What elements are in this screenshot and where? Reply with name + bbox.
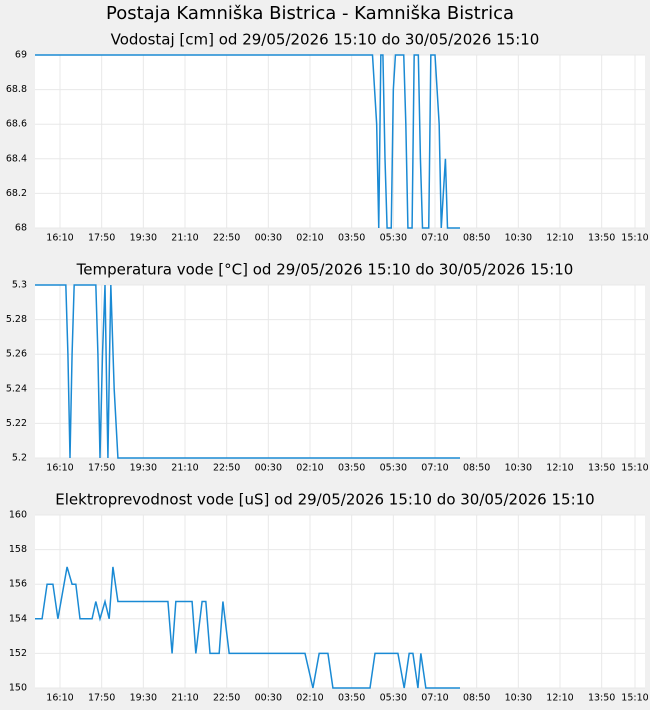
x-tick-label: 02:10 — [296, 693, 323, 704]
x-tick-label: 10:30 — [505, 233, 532, 244]
x-tick-label: 16:10 — [46, 693, 73, 704]
x-tick-label: 16:10 — [46, 233, 73, 244]
plot-area — [35, 285, 645, 458]
x-tick-label: 15:10 — [621, 693, 648, 704]
plot-area — [35, 55, 645, 228]
x-tick-label: 10:30 — [505, 463, 532, 474]
x-tick-label: 03:50 — [338, 463, 365, 474]
data-line — [35, 284, 460, 459]
x-tick-label: 17:50 — [88, 233, 115, 244]
x-tick-label: 19:30 — [130, 693, 157, 704]
x-tick-label: 05:30 — [380, 233, 407, 244]
x-tick-label: 12:10 — [546, 463, 573, 474]
x-tick-label: 07:10 — [421, 693, 448, 704]
x-tick-label: 15:10 — [621, 233, 648, 244]
chart-title: Elektroprevodnost vode [uS] od 29/05/202… — [55, 491, 594, 509]
y-tick-label: 68.4 — [6, 153, 27, 164]
x-tick-label: 12:10 — [546, 693, 573, 704]
x-tick-label: 21:10 — [171, 693, 198, 704]
y-tick-label: 68.8 — [6, 84, 27, 95]
y-tick-label: 152 — [9, 648, 27, 659]
chart-title: Temperatura vode [°C] od 29/05/2026 15:1… — [76, 261, 574, 279]
y-tick-label: 5.22 — [6, 418, 27, 429]
y-tick-label: 68.2 — [6, 188, 27, 199]
x-tick-label: 22:50 — [213, 233, 240, 244]
x-tick-label: 13:50 — [588, 233, 615, 244]
x-tick-label: 05:30 — [380, 693, 407, 704]
y-tick-label: 158 — [9, 544, 27, 555]
x-tick-label: 15:10 — [621, 463, 648, 474]
x-tick-label: 02:10 — [296, 463, 323, 474]
x-tick-label: 02:10 — [296, 233, 323, 244]
x-tick-label: 00:30 — [255, 693, 282, 704]
x-tick-label: 12:10 — [546, 233, 573, 244]
y-tick-label: 5.24 — [6, 383, 27, 394]
x-tick-label: 08:50 — [463, 233, 490, 244]
data-line — [35, 566, 460, 689]
x-tick-label: 17:50 — [88, 463, 115, 474]
x-tick-label: 16:10 — [46, 463, 73, 474]
x-tick-label: 08:50 — [463, 463, 490, 474]
x-tick-label: 22:50 — [213, 693, 240, 704]
y-tick-label: 68.6 — [6, 119, 27, 130]
x-tick-label: 13:50 — [588, 693, 615, 704]
x-tick-label: 00:30 — [255, 463, 282, 474]
x-tick-label: 19:30 — [130, 233, 157, 244]
x-tick-label: 05:30 — [380, 463, 407, 474]
y-tick-label: 68 — [15, 223, 27, 234]
y-tick-label: 154 — [9, 613, 27, 624]
x-tick-label: 03:50 — [338, 693, 365, 704]
x-tick-label: 08:50 — [463, 693, 490, 704]
main-title: Postaja Kamniška Bistrica - Kamniška Bis… — [106, 3, 514, 24]
y-tick-label: 5.3 — [12, 280, 27, 291]
x-tick-label: 07:10 — [421, 233, 448, 244]
x-tick-label: 19:30 — [130, 463, 157, 474]
x-tick-label: 10:30 — [505, 693, 532, 704]
x-tick-label: 13:50 — [588, 463, 615, 474]
x-tick-label: 22:50 — [213, 463, 240, 474]
x-tick-label: 21:10 — [171, 233, 198, 244]
x-tick-label: 00:30 — [255, 233, 282, 244]
y-tick-label: 5.2 — [12, 453, 27, 464]
y-tick-label: 160 — [9, 510, 27, 521]
y-tick-label: 150 — [9, 683, 27, 694]
data-line — [35, 54, 460, 229]
x-tick-label: 17:50 — [88, 693, 115, 704]
chart-title: Vodostaj [cm] od 29/05/2026 15:10 do 30/… — [111, 31, 540, 49]
x-tick-label: 03:50 — [338, 233, 365, 244]
y-tick-label: 5.26 — [6, 349, 27, 360]
y-tick-label: 156 — [9, 579, 27, 590]
x-tick-label: 07:10 — [421, 463, 448, 474]
y-tick-label: 69 — [15, 50, 27, 61]
x-tick-label: 21:10 — [171, 463, 198, 474]
y-tick-label: 5.28 — [6, 314, 27, 325]
